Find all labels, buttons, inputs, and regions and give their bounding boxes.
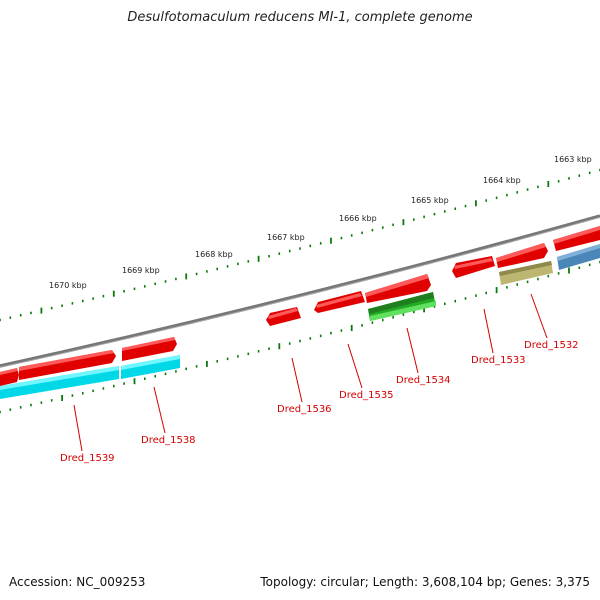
gene-label-Dred_1532[interactable]: Dred_1532: [524, 340, 579, 351]
map-title: Desulfotomaculum reducens MI-1, complete…: [127, 10, 473, 25]
gene-Dred_1539-feature: [0, 366, 119, 399]
tick-label-1670: 1670 kbp: [49, 281, 87, 290]
gene-label-Dred_1534[interactable]: Dred_1534: [396, 375, 451, 386]
gene-label-Dred_1536[interactable]: Dred_1536: [277, 404, 332, 415]
tick-label-1668: 1668 kbp: [195, 250, 233, 259]
tick-label-1669: 1669 kbp: [122, 266, 160, 275]
tick-label-1663: 1663 kbp: [554, 155, 592, 164]
gene-forward-1538-upper-feature: [122, 337, 177, 361]
gene-Dred_1538-feature: [121, 355, 180, 379]
gene-forward-1534-upper-feature: [365, 274, 431, 303]
gene-forward-1539-upper-feature: [19, 350, 116, 380]
tick-label-1666: 1666 kbp: [339, 214, 377, 223]
outer-scale-ticks: [0, 168, 600, 322]
genome-backbone-highlight: [0, 216, 600, 368]
gene-reverse-edge-feature: [557, 244, 600, 270]
gene-Dred_1533-feature: [452, 256, 495, 278]
tick-label-1667: 1667 kbp: [267, 233, 305, 242]
gene-Dred_1536-feature: [266, 307, 301, 326]
gene-forward-1532-upper-feature: [496, 243, 548, 268]
gene-leader-lines: [73, 293, 548, 452]
tick-label-1665: 1665 kbp: [411, 196, 449, 205]
gene-Dred_1535-feature: [314, 291, 365, 313]
genome-summary-text: Topology: circular; Length: 3,608,104 bp…: [260, 575, 590, 589]
gene-label-Dred_1538[interactable]: Dred_1538: [141, 435, 196, 446]
gene-label-Dred_1535[interactable]: Dred_1535: [339, 390, 394, 401]
gene-forward-left-edge-feature: [0, 368, 19, 386]
gene-Dred_1534-feature: [368, 292, 436, 321]
gene-forward-right-edge-feature: [553, 226, 600, 251]
gene-label-Dred_1539[interactable]: Dred_1539: [60, 453, 115, 464]
accession-text: Accession: NC_009253: [9, 575, 146, 589]
gene-Dred_1532-feature: [499, 261, 553, 285]
tick-label-1664: 1664 kbp: [483, 176, 521, 185]
gene-label-Dred_1533[interactable]: Dred_1533: [471, 355, 526, 366]
genome-backbone: [0, 214, 600, 368]
inner-scale-ticks: [0, 260, 600, 414]
